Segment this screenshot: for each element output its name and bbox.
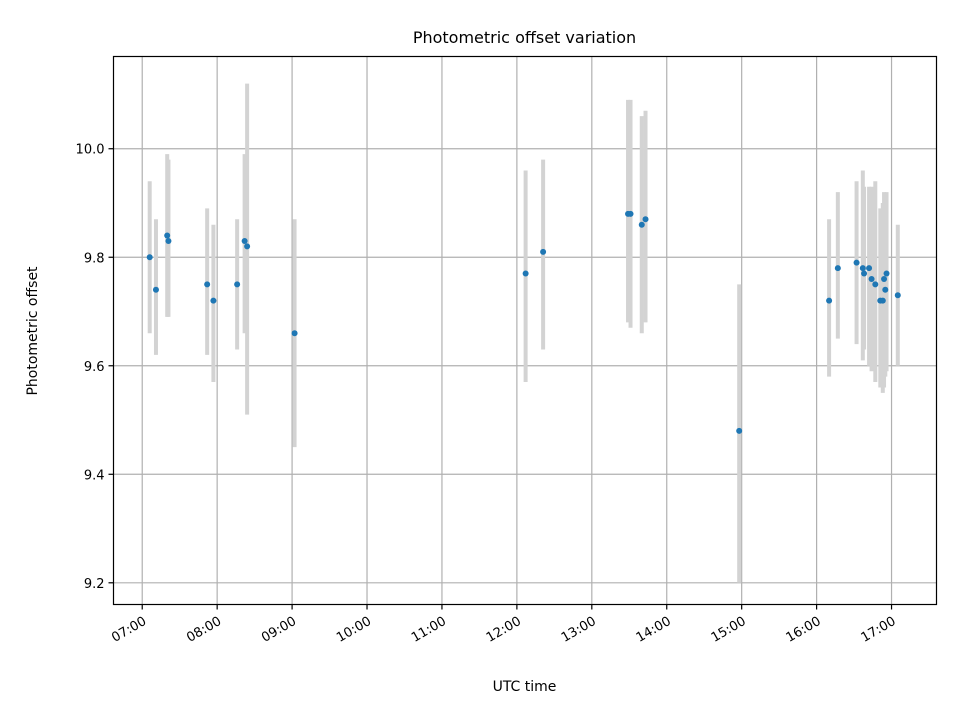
error-bars bbox=[147, 83, 900, 583]
data-point bbox=[736, 427, 743, 434]
x-axis-label: UTC time bbox=[493, 679, 557, 695]
data-point bbox=[826, 297, 833, 304]
data-point bbox=[152, 286, 159, 293]
x-tick-label: 10:00 bbox=[334, 614, 374, 646]
axis-ticks: 07:00 08:00 09:00 10:00 11:00 12:00 13:00 14:00… bbox=[76, 143, 899, 646]
x-tick-label: 09:00 bbox=[259, 614, 299, 646]
data-point bbox=[146, 254, 153, 261]
x-tick-label: 11:00 bbox=[409, 614, 449, 646]
x-tick-label: 12:00 bbox=[484, 614, 524, 646]
data-point bbox=[638, 221, 645, 228]
x-tick-label: 08:00 bbox=[184, 614, 224, 646]
data-point bbox=[868, 275, 875, 282]
data-point bbox=[244, 243, 251, 250]
data-point bbox=[540, 248, 547, 255]
data-point bbox=[882, 286, 889, 293]
data-point bbox=[291, 330, 298, 337]
data-point bbox=[834, 265, 841, 272]
x-tick-label: 07:00 bbox=[109, 614, 149, 646]
chart-title: Photometric offset variation bbox=[413, 28, 636, 47]
data-point bbox=[522, 270, 529, 277]
data-point bbox=[853, 259, 860, 266]
data-point bbox=[883, 270, 890, 277]
data-point bbox=[879, 297, 886, 304]
x-tick-label: 17:00 bbox=[859, 614, 899, 646]
y-axis-label: Photometric offset bbox=[25, 266, 41, 396]
x-tick-label: 16:00 bbox=[784, 614, 824, 646]
data-point bbox=[204, 281, 211, 288]
x-tick-label: 15:00 bbox=[709, 614, 749, 646]
data-point bbox=[872, 281, 879, 288]
data-point bbox=[627, 210, 634, 217]
y-tick-label: 9.8 bbox=[84, 251, 105, 266]
data-point bbox=[861, 270, 868, 277]
data-point bbox=[881, 275, 888, 282]
data-point bbox=[241, 237, 248, 244]
data-point bbox=[210, 297, 217, 304]
data-points bbox=[146, 210, 901, 434]
y-tick-label: 9.6 bbox=[84, 360, 105, 375]
data-point bbox=[642, 216, 649, 223]
x-tick-label: 14:00 bbox=[634, 614, 674, 646]
y-tick-label: 9.2 bbox=[84, 577, 105, 592]
data-point bbox=[165, 237, 172, 244]
x-tick-label: 13:00 bbox=[559, 614, 599, 646]
data-point bbox=[859, 265, 866, 272]
data-point bbox=[894, 292, 901, 299]
y-tick-label: 9.4 bbox=[84, 468, 105, 483]
data-point bbox=[866, 265, 873, 272]
data-point bbox=[234, 281, 241, 288]
plot-frame bbox=[112, 55, 938, 606]
data-point bbox=[164, 232, 171, 239]
y-tick-label: 10.0 bbox=[76, 143, 105, 158]
